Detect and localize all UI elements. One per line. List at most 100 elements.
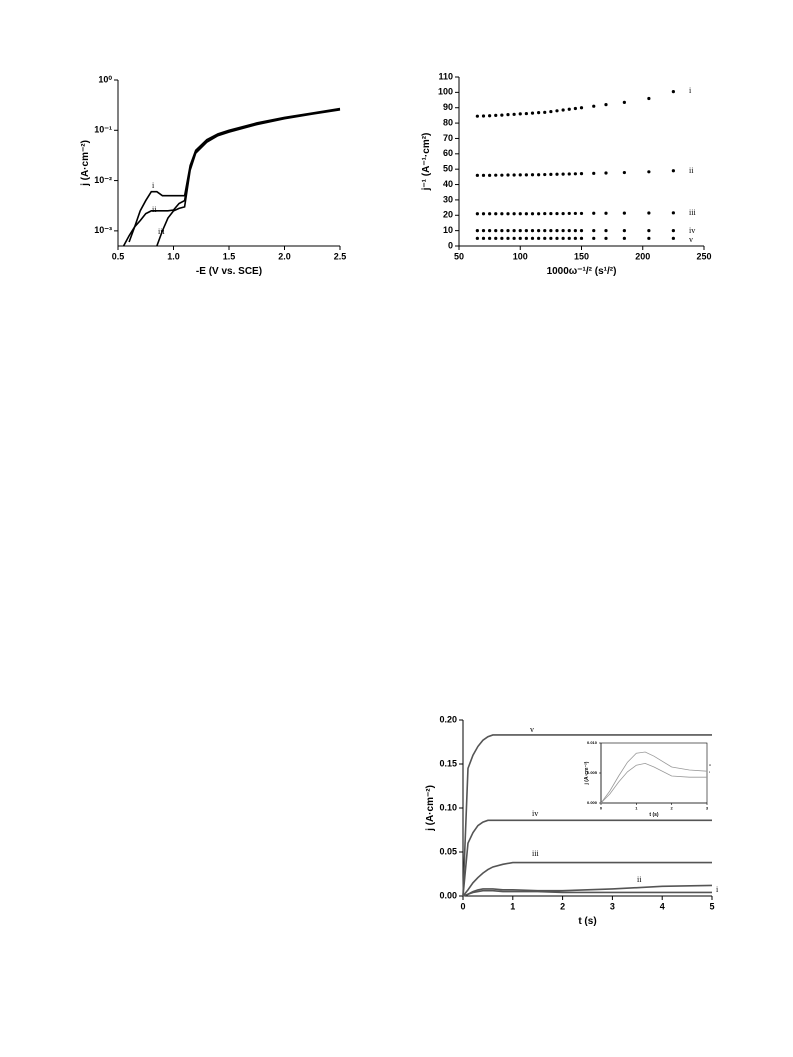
series-label: iii xyxy=(689,208,696,217)
series-label: ii xyxy=(689,166,694,175)
series-label: i xyxy=(716,885,719,894)
data-point xyxy=(494,212,498,216)
y-tick-label: 70 xyxy=(443,133,453,143)
data-point xyxy=(647,96,651,101)
y-tick-label: 10 xyxy=(443,225,453,235)
data-point xyxy=(592,104,596,108)
x-tick-label: 150 xyxy=(574,252,589,262)
data-point xyxy=(579,211,584,216)
data-point xyxy=(671,89,675,94)
data-point xyxy=(647,170,651,174)
data-point xyxy=(567,211,571,216)
x-tick-label: 2 xyxy=(671,805,674,810)
series-label: i xyxy=(689,86,692,95)
x-tick-label: 0 xyxy=(460,902,465,912)
data-point xyxy=(524,236,528,240)
data-point xyxy=(549,109,553,114)
x-axis-label: t (s) xyxy=(578,916,596,927)
data-point xyxy=(579,172,584,176)
y-axis-label: j⁻¹ (A⁻¹·cm²) xyxy=(421,133,432,192)
data-point xyxy=(671,229,675,233)
data-point xyxy=(537,236,541,240)
data-point xyxy=(592,171,596,175)
data-point xyxy=(622,100,626,104)
data-point xyxy=(475,212,479,216)
inset-frame xyxy=(600,742,708,804)
x-tick-label: 3 xyxy=(706,805,709,810)
x-tick-label: 3 xyxy=(610,902,615,912)
x-tick-label: 1 xyxy=(510,902,515,912)
data-point xyxy=(530,236,535,240)
data-point xyxy=(537,229,541,233)
x-tick-label: 1.0 xyxy=(167,252,180,262)
data-line xyxy=(156,109,341,247)
data-point xyxy=(622,170,626,175)
data-point xyxy=(500,229,504,233)
data-point xyxy=(530,229,535,233)
data-point xyxy=(481,229,486,233)
data-point xyxy=(500,173,504,177)
data-point xyxy=(518,212,522,216)
x-tick-label: 1 xyxy=(635,805,638,810)
y-tick-label: 60 xyxy=(443,148,453,158)
data-point xyxy=(500,212,504,216)
y-tick-label: 10⁻¹ xyxy=(94,125,112,135)
data-point xyxy=(592,229,596,233)
y-tick-label: 10⁻² xyxy=(94,175,112,185)
data-line xyxy=(600,751,708,804)
data-point xyxy=(555,229,559,233)
data-point xyxy=(573,106,577,111)
data-point xyxy=(549,229,553,233)
x-tick-label: 2 xyxy=(560,902,565,912)
series-label: v xyxy=(689,235,693,244)
y-axis-label: j (A·cm⁻²) xyxy=(425,785,436,832)
data-point xyxy=(500,236,504,240)
data-point xyxy=(647,236,651,240)
series-label: ii xyxy=(152,205,157,214)
data-point xyxy=(604,103,608,107)
data-point xyxy=(579,106,584,110)
x-tick-label: 2.0 xyxy=(278,252,291,262)
data-line xyxy=(462,884,713,897)
data-point xyxy=(518,236,522,240)
data-point xyxy=(543,110,547,114)
series-label: iv xyxy=(532,809,538,818)
y-tick-label: 0.15 xyxy=(439,758,457,768)
data-point xyxy=(543,211,547,216)
data-point xyxy=(604,171,608,175)
x-tick-label: 4 xyxy=(660,902,665,912)
x-tick-label: 0 xyxy=(600,805,603,810)
data-point xyxy=(579,229,584,233)
data-point xyxy=(561,211,565,216)
data-line xyxy=(122,108,341,247)
y-tick-label: 80 xyxy=(443,117,453,127)
data-point xyxy=(622,236,626,240)
x-tick-label: 250 xyxy=(696,252,711,262)
data-point xyxy=(543,172,547,177)
data-point xyxy=(537,212,541,216)
y-axis-label: j (A·cm⁻²) xyxy=(80,140,91,187)
x-tick-label: 200 xyxy=(635,252,650,262)
data-point xyxy=(488,229,492,233)
data-point xyxy=(671,169,675,173)
data-line xyxy=(462,861,712,897)
data-point xyxy=(561,229,565,233)
y-tick-label: 110 xyxy=(438,71,453,81)
data-point xyxy=(555,172,559,176)
x-tick-label: 5 xyxy=(709,902,714,912)
data-line xyxy=(462,889,712,897)
series-label: i xyxy=(152,181,155,190)
data-point xyxy=(567,229,571,233)
data-point xyxy=(524,229,528,233)
data-point xyxy=(481,212,486,216)
data-point xyxy=(494,229,498,233)
data-point xyxy=(561,172,565,176)
y-tick-label: 0.20 xyxy=(439,714,457,724)
y-tick-label: 10⁰ xyxy=(98,74,112,84)
data-point xyxy=(506,236,510,240)
data-point xyxy=(518,173,522,177)
data-point xyxy=(592,211,596,215)
data-point xyxy=(512,229,516,233)
y-tick-label: 0 xyxy=(448,240,453,250)
